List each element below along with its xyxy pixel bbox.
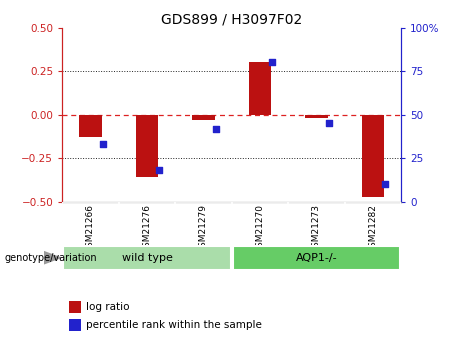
Point xyxy=(269,60,276,65)
Text: GSM21273: GSM21273 xyxy=(312,204,321,253)
Text: GSM21276: GSM21276 xyxy=(142,204,152,253)
Bar xyxy=(136,115,158,177)
Polygon shape xyxy=(44,251,62,265)
Text: GSM21282: GSM21282 xyxy=(368,204,378,253)
Point xyxy=(156,168,163,173)
Bar xyxy=(192,115,215,120)
Point xyxy=(99,141,106,147)
Bar xyxy=(305,115,328,118)
Text: log ratio: log ratio xyxy=(86,302,130,312)
Text: wild type: wild type xyxy=(122,253,172,263)
Point xyxy=(325,121,332,126)
Text: genotype/variation: genotype/variation xyxy=(5,253,97,263)
Text: AQP1-/-: AQP1-/- xyxy=(296,253,337,263)
Point xyxy=(382,182,389,187)
Bar xyxy=(79,115,102,137)
Bar xyxy=(69,319,81,331)
Title: GDS899 / H3097F02: GDS899 / H3097F02 xyxy=(161,12,302,27)
Text: GSM21270: GSM21270 xyxy=(255,204,265,253)
Bar xyxy=(69,301,81,313)
Point xyxy=(212,126,219,131)
Text: GSM21279: GSM21279 xyxy=(199,204,208,253)
Text: GSM21266: GSM21266 xyxy=(86,204,95,253)
Bar xyxy=(361,115,384,197)
Text: percentile rank within the sample: percentile rank within the sample xyxy=(86,320,262,330)
Bar xyxy=(63,246,230,269)
Bar xyxy=(248,61,271,115)
Bar xyxy=(233,246,400,269)
